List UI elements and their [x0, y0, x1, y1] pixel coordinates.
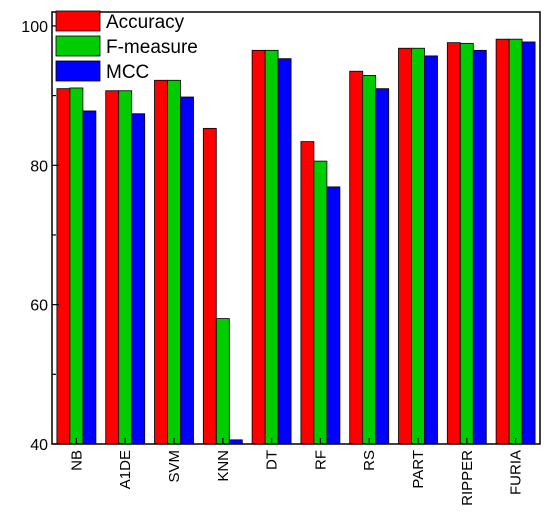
bar-svm-f-measure [167, 79, 181, 445]
bar-a1de-f-measure [118, 90, 133, 445]
y-tick-label: 80 [30, 158, 48, 175]
x-category-label-nb: NB [68, 450, 85, 471]
bar-part-accuracy [398, 47, 412, 445]
bar-nb-accuracy [56, 88, 71, 445]
bar-dt-mcc [277, 58, 292, 445]
x-category-label-rs: RS [361, 450, 378, 471]
bar-furia-accuracy [495, 38, 510, 445]
bar-furia-mcc [521, 41, 536, 445]
bar-rs-accuracy [349, 70, 364, 445]
bar-a1de-mcc [131, 113, 146, 445]
bar-ripper-accuracy [446, 42, 461, 445]
bar-nb-f-measure [69, 87, 84, 445]
bar-rf-accuracy [300, 141, 315, 445]
bar-dt-f-measure [264, 49, 279, 445]
x-category-label-rf: RF [312, 450, 329, 470]
x-category-label-part: PART [410, 450, 427, 489]
bar-svm-accuracy [154, 79, 168, 445]
x-category-label-ripper: RIPPER [459, 450, 476, 506]
x-category-label-furia: FURIA [508, 450, 525, 495]
bar-part-mcc [424, 55, 438, 445]
legend-label-f-measure: F-measure [106, 37, 198, 58]
axes-layer: 40 60 80 100 NB A1DE SVM KNN DT RF RS PART RIPPER FUR… [21, 11, 541, 506]
y-tick-label: 40 [30, 437, 48, 454]
legend-label-accuracy: Accuracy [106, 12, 185, 33]
bar-dt-accuracy [251, 49, 266, 445]
bar-knn-f-measure [215, 318, 230, 445]
legend-swatch-f-measure [55, 35, 101, 57]
bar-rs-f-measure [362, 75, 377, 445]
legend-label-mcc: MCC [106, 62, 149, 83]
x-category-label-a1de: A1DE [117, 450, 134, 489]
bar-rs-mcc [375, 88, 390, 445]
bar-a1de-accuracy [105, 90, 120, 445]
bar-nb-mcc [82, 110, 97, 445]
bar-rf-f-measure [313, 160, 328, 445]
x-category-label-knn: KNN [215, 450, 232, 482]
y-tick-label: 60 [30, 298, 48, 315]
legend: Accuracy F-measure MCC [55, 10, 198, 83]
legend-swatch-mcc [55, 60, 101, 82]
bar-svm-mcc [180, 96, 194, 445]
x-category-label-svm: SVM [166, 450, 183, 483]
bar-knn-accuracy [202, 127, 217, 445]
bar-ripper-f-measure [459, 42, 474, 445]
bar-part-f-measure [411, 47, 425, 445]
bars-layer [56, 38, 536, 445]
plot-frame [51, 11, 541, 445]
bar-furia-f-measure [508, 38, 523, 445]
legend-swatch-accuracy [55, 10, 101, 32]
bar-rf-mcc [326, 186, 341, 445]
x-category-label-dt: DT [264, 450, 281, 470]
y-tick-label: 100 [21, 19, 48, 36]
bar-ripper-mcc [472, 49, 487, 445]
